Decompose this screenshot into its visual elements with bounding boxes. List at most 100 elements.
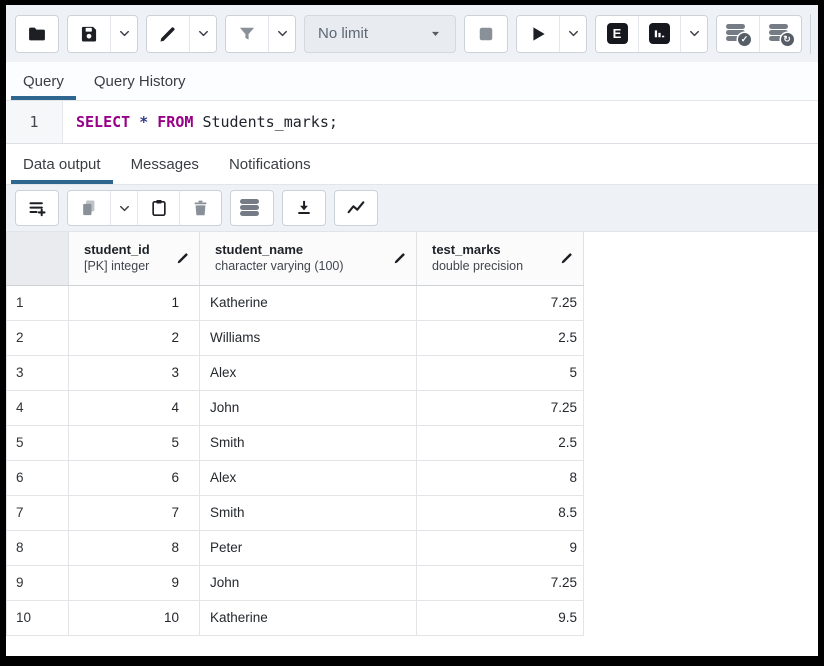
cell[interactable]: Alex bbox=[199, 354, 417, 391]
copy-button[interactable] bbox=[68, 191, 110, 225]
sql-code-line[interactable]: SELECT * FROM Students_marks; bbox=[63, 101, 338, 143]
cell[interactable]: 7.25 bbox=[416, 284, 584, 321]
column-header[interactable]: test_marks double precision bbox=[416, 232, 584, 286]
edit-button[interactable] bbox=[147, 15, 189, 52]
cell[interactable]: 2.5 bbox=[416, 319, 584, 356]
explain-button[interactable]: E bbox=[596, 15, 638, 52]
save-file-button[interactable] bbox=[68, 15, 110, 52]
stop-group bbox=[464, 14, 508, 53]
cell[interactable]: 7 bbox=[68, 494, 200, 531]
chevron-down-icon bbox=[568, 30, 578, 37]
chevron-down-icon bbox=[689, 30, 699, 37]
column-header[interactable]: student_name character varying (100) bbox=[199, 232, 417, 286]
line-number: 1 bbox=[29, 113, 39, 131]
graph-visualiser-button[interactable] bbox=[335, 191, 377, 225]
row-number[interactable]: 10 bbox=[6, 599, 69, 636]
stop-button[interactable] bbox=[465, 15, 507, 52]
tab-data-output[interactable]: Data output bbox=[8, 144, 116, 184]
cell[interactable]: 2 bbox=[68, 319, 200, 356]
edit-column-icon bbox=[393, 251, 407, 265]
transaction-group: ✓ ↻ bbox=[716, 14, 802, 53]
row-number[interactable]: 5 bbox=[6, 424, 69, 461]
cell[interactable]: Smith bbox=[199, 424, 417, 461]
explain-analyze-icon bbox=[649, 23, 670, 44]
cell[interactable]: 4 bbox=[68, 389, 200, 426]
cell[interactable]: 9 bbox=[416, 529, 584, 566]
folder-icon bbox=[29, 27, 45, 40]
column-header[interactable]: student_id [PK] integer bbox=[68, 232, 200, 286]
cell[interactable]: 9.5 bbox=[416, 599, 584, 636]
cell[interactable]: Williams bbox=[199, 319, 417, 356]
output-tabbar: Data output Messages Notifications bbox=[6, 143, 818, 185]
edit-group bbox=[146, 14, 217, 53]
save-results-to-file-button[interactable] bbox=[283, 191, 325, 225]
explain-analyze-button[interactable] bbox=[638, 15, 680, 52]
tab-notifications[interactable]: Notifications bbox=[228, 155, 311, 173]
cell[interactable]: 8.5 bbox=[416, 494, 584, 531]
results-table-header-row: student_id [PK] integer student_name charac… bbox=[6, 232, 584, 286]
cell[interactable]: Smith bbox=[199, 494, 417, 531]
row-number[interactable]: 9 bbox=[6, 564, 69, 601]
sql-editor[interactable]: 1 SELECT * FROM Students_marks; bbox=[6, 101, 818, 143]
select-all-corner[interactable] bbox=[6, 232, 69, 286]
cell[interactable]: 5 bbox=[68, 424, 200, 461]
cell[interactable]: 10 bbox=[68, 599, 200, 636]
save-options-dropdown[interactable] bbox=[110, 15, 137, 52]
cell[interactable]: 7.25 bbox=[416, 389, 584, 426]
row-number[interactable]: 3 bbox=[6, 354, 69, 391]
results-table: student_id [PK] integer student_name charac… bbox=[6, 232, 584, 636]
database-icon bbox=[240, 198, 264, 219]
cell[interactable]: 2.5 bbox=[416, 424, 584, 461]
cell[interactable]: 5 bbox=[416, 354, 584, 391]
row-number[interactable]: 1 bbox=[6, 284, 69, 321]
tab-query[interactable]: Query bbox=[8, 62, 79, 100]
save-data-changes-button[interactable] bbox=[231, 191, 273, 225]
cell[interactable]: Katherine bbox=[199, 284, 417, 321]
cell[interactable]: John bbox=[199, 564, 417, 601]
row-limit-select[interactable]: No limit bbox=[304, 14, 456, 53]
row-number[interactable]: 8 bbox=[6, 529, 69, 566]
open-file-group bbox=[15, 14, 59, 53]
add-row-group bbox=[15, 190, 59, 226]
paste-button[interactable] bbox=[137, 191, 179, 225]
table-row: 2 2 Williams 2.5 bbox=[6, 319, 584, 356]
sql-star: * bbox=[139, 113, 149, 131]
explain-icon: E bbox=[606, 23, 628, 44]
commit-button[interactable]: ✓ bbox=[717, 15, 759, 52]
cell[interactable]: Peter bbox=[199, 529, 417, 566]
cell[interactable]: 3 bbox=[68, 354, 200, 391]
explain-options-dropdown[interactable] bbox=[680, 15, 707, 52]
pencil-icon bbox=[160, 26, 175, 41]
tab-messages[interactable]: Messages bbox=[130, 155, 199, 173]
cell[interactable]: 6 bbox=[68, 459, 200, 496]
play-icon bbox=[533, 26, 545, 41]
cell[interactable]: 1 bbox=[68, 284, 200, 321]
execute-group bbox=[516, 14, 587, 53]
cell[interactable]: 8 bbox=[68, 529, 200, 566]
query-tabbar: Query Query History bbox=[6, 62, 818, 101]
edit-options-dropdown[interactable] bbox=[189, 15, 216, 52]
row-number[interactable]: 4 bbox=[6, 389, 69, 426]
cell[interactable]: 9 bbox=[68, 564, 200, 601]
execute-button[interactable] bbox=[517, 15, 559, 52]
row-number[interactable]: 6 bbox=[6, 459, 69, 496]
execute-options-dropdown[interactable] bbox=[559, 15, 586, 52]
copy-options-dropdown[interactable] bbox=[110, 191, 137, 225]
row-number[interactable]: 2 bbox=[6, 319, 69, 356]
cell[interactable]: Alex bbox=[199, 459, 417, 496]
filter-options-dropdown[interactable] bbox=[268, 15, 295, 52]
cell[interactable]: John bbox=[199, 389, 417, 426]
cell[interactable]: 8 bbox=[416, 459, 584, 496]
rollback-button[interactable]: ↻ bbox=[759, 15, 801, 52]
row-number[interactable]: 7 bbox=[6, 494, 69, 531]
filter-button[interactable] bbox=[226, 15, 268, 52]
delete-row-button[interactable] bbox=[179, 191, 221, 225]
add-row-button[interactable] bbox=[16, 191, 58, 225]
cell[interactable]: Katherine bbox=[199, 599, 417, 636]
clipped-toolbar-button[interactable] bbox=[810, 13, 811, 54]
table-row: 9 9 John 7.25 bbox=[6, 564, 584, 601]
cell[interactable]: 7.25 bbox=[416, 564, 584, 601]
table-row: 3 3 Alex 5 bbox=[6, 354, 584, 391]
tab-query-history[interactable]: Query History bbox=[93, 72, 186, 90]
open-file-button[interactable] bbox=[16, 15, 58, 52]
